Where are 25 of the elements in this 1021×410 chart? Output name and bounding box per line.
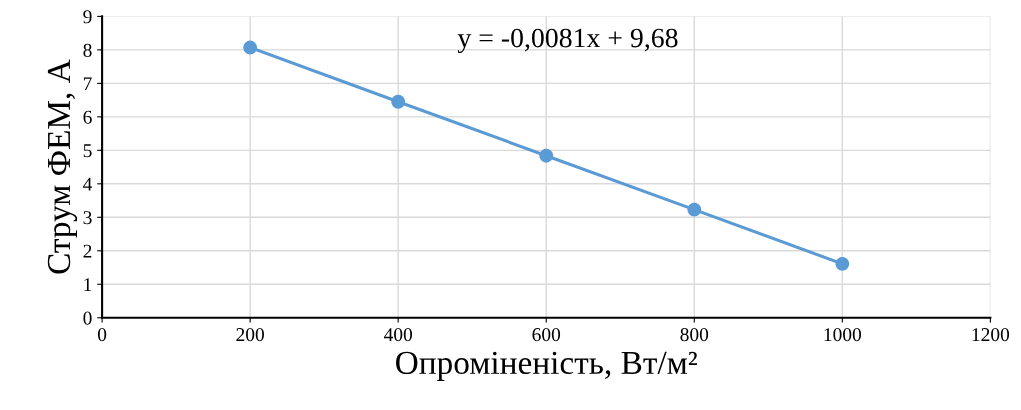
- point: [391, 94, 406, 109]
- annotation: y = -0,0081x + 9,68: [457, 28, 678, 54]
- y-tick-label: 5: [83, 144, 92, 158]
- point: [835, 256, 850, 271]
- y-tick-label: 8: [83, 43, 92, 57]
- y-tick-label: 6: [83, 110, 92, 124]
- y-axis-title: Струм ФЕМ, А: [47, 59, 78, 274]
- x-axis-title: Опроміненість, Вт/м²: [396, 351, 698, 381]
- y-tick-label: 2: [83, 244, 92, 258]
- y-tick-label: 9: [83, 10, 92, 24]
- point: [539, 148, 554, 163]
- point: [243, 40, 258, 55]
- y-tick-label: 3: [83, 211, 92, 225]
- x-tick-label: 400: [383, 328, 413, 342]
- x-tick-label: 200: [236, 328, 264, 342]
- x-tick-label: 800: [680, 328, 709, 342]
- x-tick-label: 0: [97, 328, 107, 342]
- x-tick-label: 600: [532, 328, 561, 342]
- y-tick-label: 0: [83, 311, 92, 325]
- x-tick-label: 1000: [824, 328, 862, 342]
- y-tick-label: 1: [84, 278, 92, 292]
- y-tick-label: 4: [83, 177, 93, 191]
- point: [687, 202, 702, 217]
- y-tick-label: 7: [83, 77, 92, 91]
- x-tick-label: 1200: [972, 328, 1010, 342]
